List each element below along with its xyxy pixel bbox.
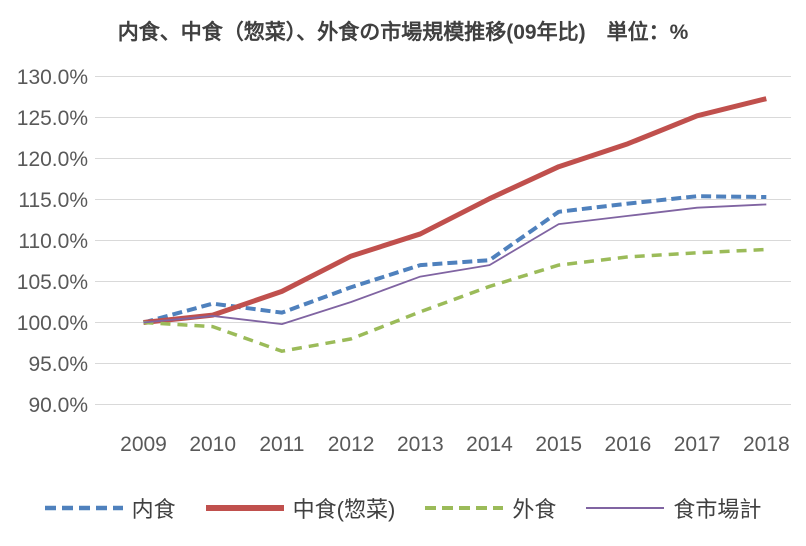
- legend-item-中食(惣菜): 中食(惣菜): [205, 492, 396, 524]
- legend-label: 外食: [512, 497, 557, 522]
- series-line-食市場計: [143, 203, 767, 326]
- y-tick-label: 120.0%: [17, 148, 88, 171]
- x-tick-label: 2012: [328, 433, 375, 456]
- x-tick-label: 2018: [743, 433, 790, 456]
- y-tick-label: 95.0%: [28, 353, 88, 376]
- x-tick-label: 2010: [189, 433, 236, 456]
- x-tick-label: 2014: [466, 433, 513, 456]
- series-line-外食: [143, 247, 767, 353]
- legend-line-sample-中食(惣菜): [205, 505, 284, 511]
- x-tick-label: 2009: [120, 433, 167, 456]
- y-tick-label: 90.0%: [28, 394, 88, 417]
- plot-area: 90.0% 95.0% 100.0% 105.0% 110.0% 115.0% 120.0%…: [17, 66, 791, 456]
- y-tick-label: 110.0%: [18, 230, 88, 253]
- x-tick-label: 2011: [259, 433, 304, 456]
- legend: 内食 中食(惣菜) 外食 食市場計: [0, 486, 806, 530]
- legend-line-sample-内食: [44, 505, 123, 511]
- y-tick-label: 125.0%: [17, 107, 88, 130]
- y-tick-label: 105.0%: [17, 271, 88, 294]
- y-tick-label: 130.0%: [17, 66, 88, 89]
- legend-label: 内食: [131, 497, 176, 522]
- legend-line-sample-食市場計: [586, 507, 665, 509]
- legend-label: 中食(惣菜): [292, 497, 396, 522]
- x-tick-label: 2017: [674, 433, 721, 456]
- x-tick-label: 2016: [605, 433, 652, 456]
- series-line-中食(惣菜): [143, 96, 767, 325]
- legend-item-内食: 内食: [44, 492, 176, 524]
- legend-label: 食市場計: [673, 497, 762, 522]
- y-tick-label: 115.0%: [18, 189, 88, 212]
- x-tick-label: 2013: [397, 433, 444, 456]
- series-line-内食: [142, 194, 767, 325]
- legend-item-食市場計: 食市場計: [586, 492, 761, 524]
- y-tick-label: 100.0%: [17, 312, 88, 335]
- legend-line-sample-外食: [425, 506, 504, 510]
- x-tick-label: 2015: [535, 433, 582, 456]
- legend-item-外食: 外食: [425, 492, 556, 524]
- chart-title: 内食、中食（惣菜）、外食の市場規模推移(09年比) 単位：%: [117, 21, 689, 44]
